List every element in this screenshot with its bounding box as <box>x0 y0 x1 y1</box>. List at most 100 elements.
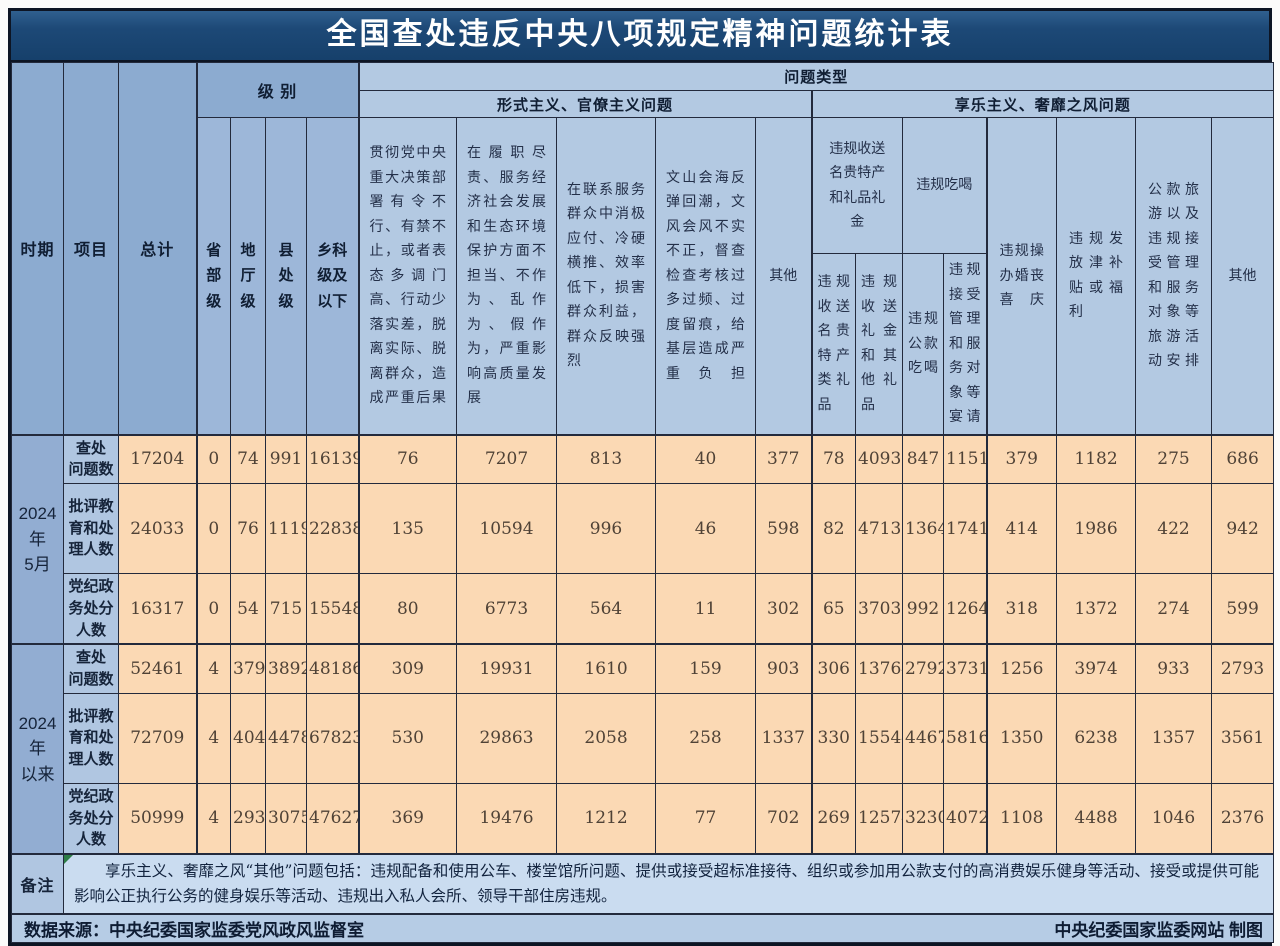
data-cell: 76 <box>357 433 458 484</box>
data-cell: 4 <box>195 692 231 784</box>
data-cell: 47627 <box>305 782 360 855</box>
data-cell: 813 <box>556 433 657 484</box>
data-source-label: 数据来源：中央纪委国家监委党风政风监督室 <box>24 921 364 941</box>
data-cell: 1364 <box>902 483 945 574</box>
data-cell: 992 <box>902 573 945 645</box>
header-gift-col-2: 违规收送礼金和其他礼品 <box>855 253 904 435</box>
data-cell: 306 <box>810 643 857 694</box>
header-hedonism-allowance: 违规发放津补贴或福利 <box>1056 117 1137 435</box>
data-cell: 15548 <box>305 573 360 645</box>
data-cell: 302 <box>755 573 813 645</box>
data-cell: 3230 <box>902 782 945 855</box>
data-cell: 11 <box>655 573 757 645</box>
data-cell: 309 <box>357 643 458 694</box>
data-cell: 530 <box>357 692 458 784</box>
project-cell: 党纪政 务处分 人数 <box>63 573 119 645</box>
data-cell: 17204 <box>118 433 197 484</box>
data-cell: 422 <box>1135 483 1213 574</box>
data-cell: 1337 <box>755 692 813 784</box>
data-cell: 4488 <box>1056 782 1137 855</box>
data-cell: 48186 <box>305 643 360 694</box>
header-formalism-group: 形式主义、官僚主义问题 <box>357 90 813 118</box>
data-cell: 991 <box>265 433 307 484</box>
header-gift-col-1: 违规收送名贵特产类礼品 <box>810 253 857 435</box>
data-cell: 82 <box>810 483 857 574</box>
header-level-township: 乡科级及以下 <box>305 117 360 435</box>
data-cell: 78 <box>810 433 857 484</box>
data-cell: 318 <box>985 573 1058 645</box>
data-cell: 29863 <box>456 692 558 784</box>
page-title: 全国查处违反中央八项规定精神问题统计表 <box>11 11 1269 62</box>
remark-text-content: 享乐主义、奢靡之风“其他”问题包括：违规配备和使用公车、楼堂馆所问题、提供或接受… <box>74 862 1260 906</box>
project-cell: 查处 问题数 <box>63 433 119 484</box>
header-level-prefecture: 地厅级 <box>230 117 266 435</box>
project-cell: 批评教 育和处 理人数 <box>63 483 119 574</box>
data-cell: 996 <box>556 483 657 574</box>
data-cell: 686 <box>1211 433 1275 484</box>
data-cell: 1610 <box>556 643 657 694</box>
data-cell: 369 <box>357 782 458 855</box>
data-cell: 3075 <box>265 782 307 855</box>
header-item: 项目 <box>63 62 119 435</box>
footer-bar: 数据来源：中央纪委国家监委党风政风监督室 中央纪委国家监委网站 制图 <box>13 916 1273 942</box>
data-cell: 702 <box>755 782 813 855</box>
data-cell: 293 <box>230 782 266 855</box>
data-cell: 0 <box>195 483 231 574</box>
data-cell: 2376 <box>1211 782 1275 855</box>
data-cell: 599 <box>1211 573 1275 645</box>
header-dining-col-2: 违规接受管理和服务对象等宴请 <box>943 253 988 435</box>
project-cell: 查处 问题数 <box>63 643 119 694</box>
data-cell: 159 <box>655 643 757 694</box>
header-hedonism-travel: 公款旅游以及违规接受管理和服务对象等旅游活动安排 <box>1135 117 1213 435</box>
header-total: 总计 <box>118 62 197 435</box>
statistics-table-panel: 全国查处违反中央八项规定精神问题统计表 时期 项目 总计 级 别 问题类型 形式… <box>8 8 1275 946</box>
data-cell: 4 <box>195 782 231 855</box>
data-cell: 379 <box>230 643 266 694</box>
project-cell: 党纪政 务处分 人数 <box>63 782 119 855</box>
data-cell: 1350 <box>985 692 1058 784</box>
data-cell: 13764 <box>855 643 904 694</box>
header-hedonism-wedding: 违规操办婚丧喜庆 <box>985 117 1058 435</box>
data-cell: 65 <box>810 573 857 645</box>
data-cell: 74 <box>230 433 266 484</box>
period-cell: 2024年 以来 <box>11 643 64 855</box>
data-cell: 275 <box>1135 433 1213 484</box>
data-cell: 4 <box>195 643 231 694</box>
data-cell: 52461 <box>118 643 197 694</box>
data-cell: 1046 <box>1135 782 1213 855</box>
header-hedonism-group: 享乐主义、奢靡之风问题 <box>810 90 1275 118</box>
remark-label: 备注 <box>11 852 64 915</box>
header-gift-group: 违规收送名贵特产和礼品礼金 <box>810 117 904 254</box>
cell-corner-marker <box>64 856 73 864</box>
data-cell: 847 <box>902 433 945 484</box>
data-cell: 4072 <box>943 782 988 855</box>
data-cell: 3703 <box>855 573 904 645</box>
data-cell: 2792 <box>902 643 945 694</box>
data-cell: 414 <box>985 483 1058 574</box>
data-cell: 80 <box>357 573 458 645</box>
data-cell: 1372 <box>1056 573 1137 645</box>
data-cell: 22838 <box>305 483 360 574</box>
data-cell: 3974 <box>1056 643 1137 694</box>
footer-row: 数据来源：中央纪委国家监委党风政风监督室 中央纪委国家监委网站 制图 <box>10 913 1275 944</box>
data-cell: 12574 <box>855 782 904 855</box>
data-cell: 379 <box>985 433 1058 484</box>
data-cell: 598 <box>755 483 813 574</box>
data-cell: 933 <box>1135 643 1213 694</box>
data-cell: 715 <box>265 573 307 645</box>
data-cell: 10594 <box>456 483 558 574</box>
data-cell: 19931 <box>456 643 558 694</box>
data-cell: 3561 <box>1211 692 1275 784</box>
data-cell: 0 <box>195 433 231 484</box>
header-period: 时期 <box>11 62 64 435</box>
header-formalism-col-1: 贯彻党中央重大决策部署有令不行、有禁不止，或者表态多调门高、行动少落实差，脱离实… <box>357 117 458 435</box>
data-cell: 4093 <box>855 433 904 484</box>
data-cell: 4713 <box>855 483 904 574</box>
data-cell: 269 <box>810 782 857 855</box>
data-cell: 1212 <box>556 782 657 855</box>
data-cell: 19476 <box>456 782 558 855</box>
data-cell: 942 <box>1211 483 1275 574</box>
data-cell: 274 <box>1135 573 1213 645</box>
remark-text: 享乐主义、奢靡之风“其他”问题包括：违规配备和使用公车、楼堂馆所问题、提供或接受… <box>62 852 1275 915</box>
